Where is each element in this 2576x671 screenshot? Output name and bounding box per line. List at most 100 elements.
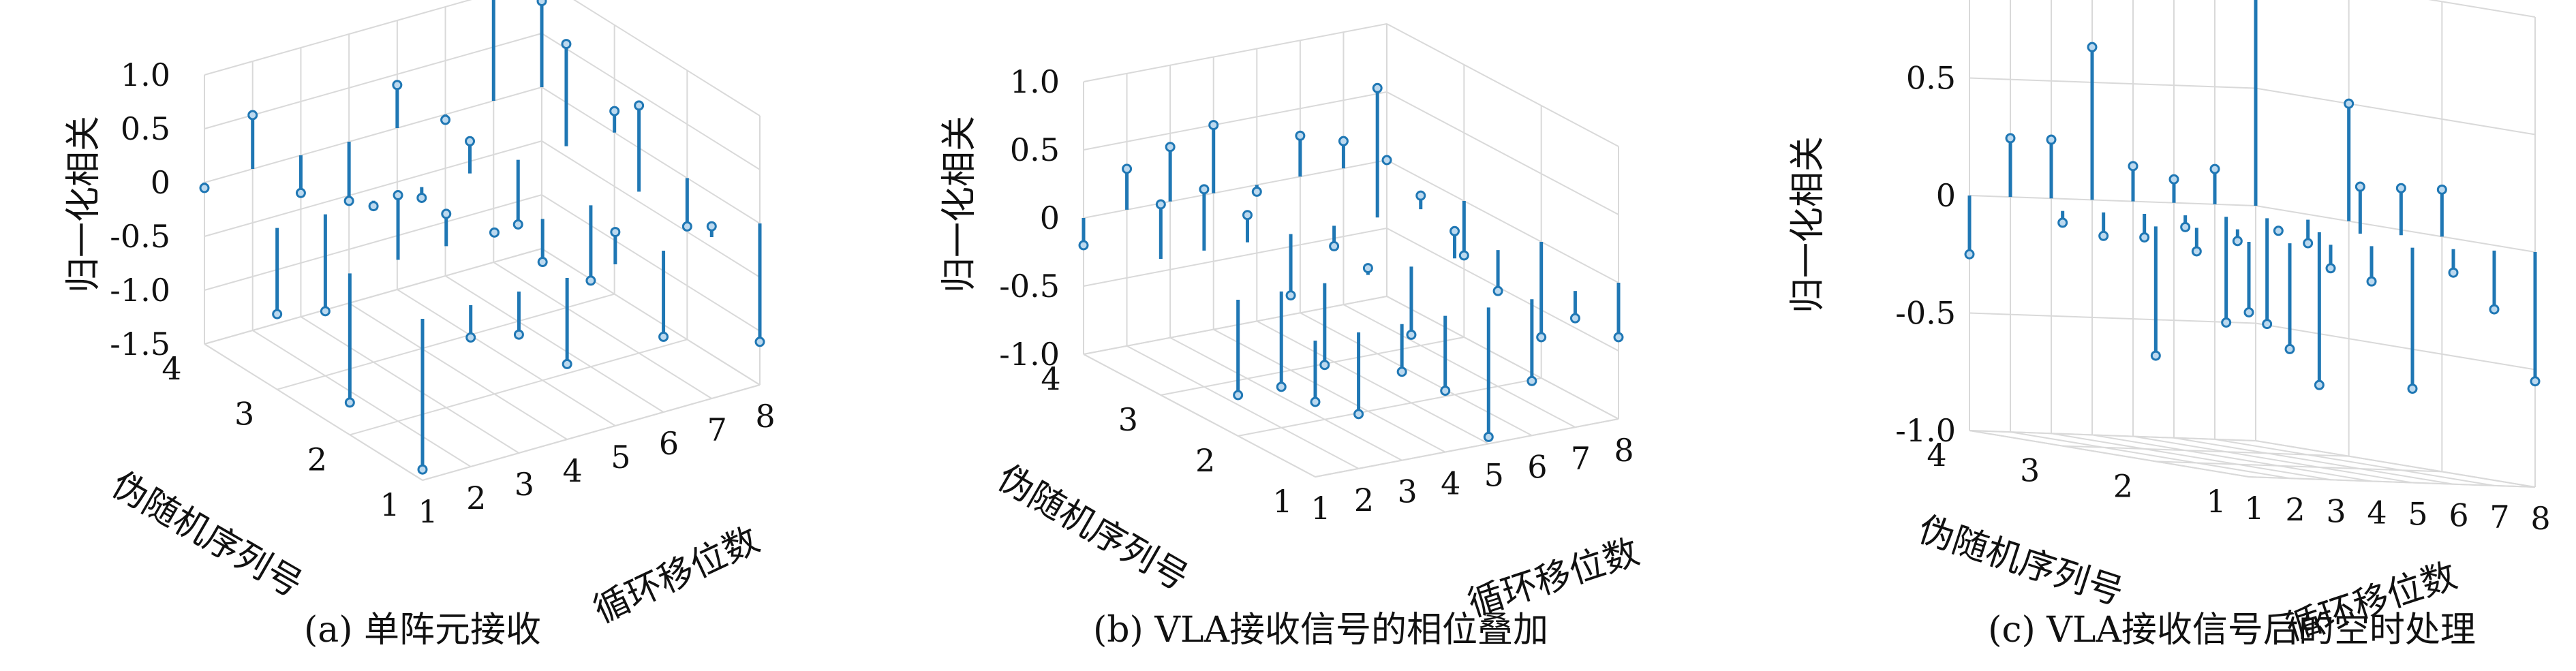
stem-marker (1396, 366, 1407, 377)
floor-grid-line (348, 302, 568, 440)
stem-marker (1353, 409, 1364, 420)
floor-grid-line (1238, 377, 1542, 437)
y-tick-label: 1 (1272, 483, 1292, 520)
stem-marker (2005, 133, 2016, 144)
floor-grid-line (1169, 337, 1402, 461)
stem-marker (2191, 246, 2202, 257)
y-axis-line (1083, 354, 1316, 478)
floor-grid-line (2051, 433, 2331, 481)
panel-caption: (b) VLA接收信号的相位叠加 (1093, 610, 1548, 651)
back-wall-grid-line (1969, 77, 2256, 89)
back-wall-grid-line (204, 33, 542, 129)
side-wall-grid-line (1386, 159, 1619, 283)
stem-marker (343, 196, 354, 206)
panel-caption: (a) 单阵元接收 (304, 610, 541, 651)
z-tick-label: -1.5 (110, 326, 170, 362)
floor-grid-line (2132, 435, 2413, 484)
stem-marker (1483, 431, 1494, 442)
y-axis-line (1969, 430, 2250, 478)
stem-marker (2221, 317, 2232, 328)
stem-marker (1165, 142, 1176, 153)
back-wall-grid-line (204, 194, 542, 291)
y-tick-label: 1 (2206, 483, 2226, 520)
panel-caption: (c) VLA接收信号后的空时处理 (1988, 610, 2476, 651)
back-wall-grid-line (1083, 91, 1387, 151)
stem-marker (1362, 263, 1373, 274)
stem-marker (1276, 381, 1287, 392)
side-wall-grid-line (541, 140, 761, 278)
stem-marker (344, 397, 355, 408)
y-tick-label: 2 (1195, 442, 1215, 479)
floor-grid-line (277, 293, 615, 390)
stem-marker (247, 110, 258, 121)
back-wall-grid-line (1969, 195, 2256, 206)
stem-marker (2262, 319, 2273, 330)
stem-marker (1285, 290, 1296, 301)
z-tick-label: -1.0 (1895, 412, 1956, 449)
x-tick-label: 6 (2449, 497, 2468, 534)
side-wall-grid-line (541, 87, 761, 224)
floor-grid-line (2010, 431, 2290, 480)
stem-marker (2407, 384, 2418, 394)
stem-marker (2303, 238, 2314, 249)
floor-grid-line (350, 339, 688, 436)
side-wall-grid-line (2255, 440, 2536, 488)
z-tick-label: 0.5 (121, 110, 170, 147)
x-tick-label: 8 (1614, 432, 1634, 469)
floor-grid-line (252, 330, 472, 467)
stem-marker (562, 358, 572, 369)
stem-marker (2355, 181, 2365, 192)
stem-marker (2098, 230, 2109, 241)
x-tick-label: 4 (1441, 465, 1460, 502)
z-tick-label: -0.5 (999, 268, 1060, 305)
z-tick-label: -1.0 (110, 272, 170, 309)
side-wall-grid-line (541, 194, 761, 332)
stem-marker (1492, 285, 1503, 296)
floor-grid-line (2062, 445, 2349, 457)
stem-marker (2168, 174, 2179, 185)
side-wall-grid-line (573, 0, 761, 116)
x-tick-label: 1 (418, 493, 438, 530)
z-tick-label: 0.5 (1906, 60, 1956, 97)
stem-marker (2180, 221, 2191, 232)
stem-marker (1415, 190, 1426, 201)
x-tick-label: 8 (2530, 500, 2550, 537)
side-wall-grid-line (2255, 322, 2536, 371)
x-tick-label: 4 (563, 452, 583, 489)
side-wall-grid-line (1386, 23, 1619, 147)
stem-marker (609, 106, 620, 116)
x-tick-label: 7 (1571, 440, 1591, 477)
x-tick-label: 2 (1354, 482, 1374, 518)
x-tick-label: 5 (1484, 456, 1504, 493)
stem-marker (1406, 329, 1417, 340)
z-axis-label: 归一化相关 (63, 116, 104, 293)
side-wall-grid-line (541, 248, 761, 386)
stem-marker (1527, 375, 1537, 386)
stem-marker (2232, 236, 2243, 247)
stem-marker (2273, 225, 2284, 236)
floor-grid-line (1213, 328, 1446, 453)
side-wall-grid-line (2255, 87, 2536, 136)
floor-grid-line (2091, 434, 2372, 482)
side-wall-grid-line (2255, 205, 2536, 253)
stem-marker (1295, 130, 1306, 141)
y-axis-label: 伪随机序列号 (990, 457, 1195, 599)
z-tick-label: 1.0 (1010, 63, 1060, 100)
stem-marker (2436, 184, 2447, 195)
floor-grid-line (1256, 320, 1489, 445)
stem-marker (2139, 232, 2150, 243)
floor-grid-line (493, 262, 712, 399)
stem-marker (440, 114, 451, 125)
stem-marker (295, 187, 306, 198)
stem-marker (393, 190, 403, 201)
x-tick-label: 3 (515, 466, 534, 503)
y-tick-label: 4 (162, 350, 181, 387)
y-tick-label: 3 (2020, 452, 2040, 489)
stem-marker (1329, 240, 1340, 251)
stem-marker (512, 219, 523, 230)
z-tick-label: -1.0 (999, 336, 1060, 373)
y-tick-label: 1 (380, 486, 399, 523)
stem-marker (1536, 332, 1547, 343)
stem-marker (2344, 98, 2355, 109)
